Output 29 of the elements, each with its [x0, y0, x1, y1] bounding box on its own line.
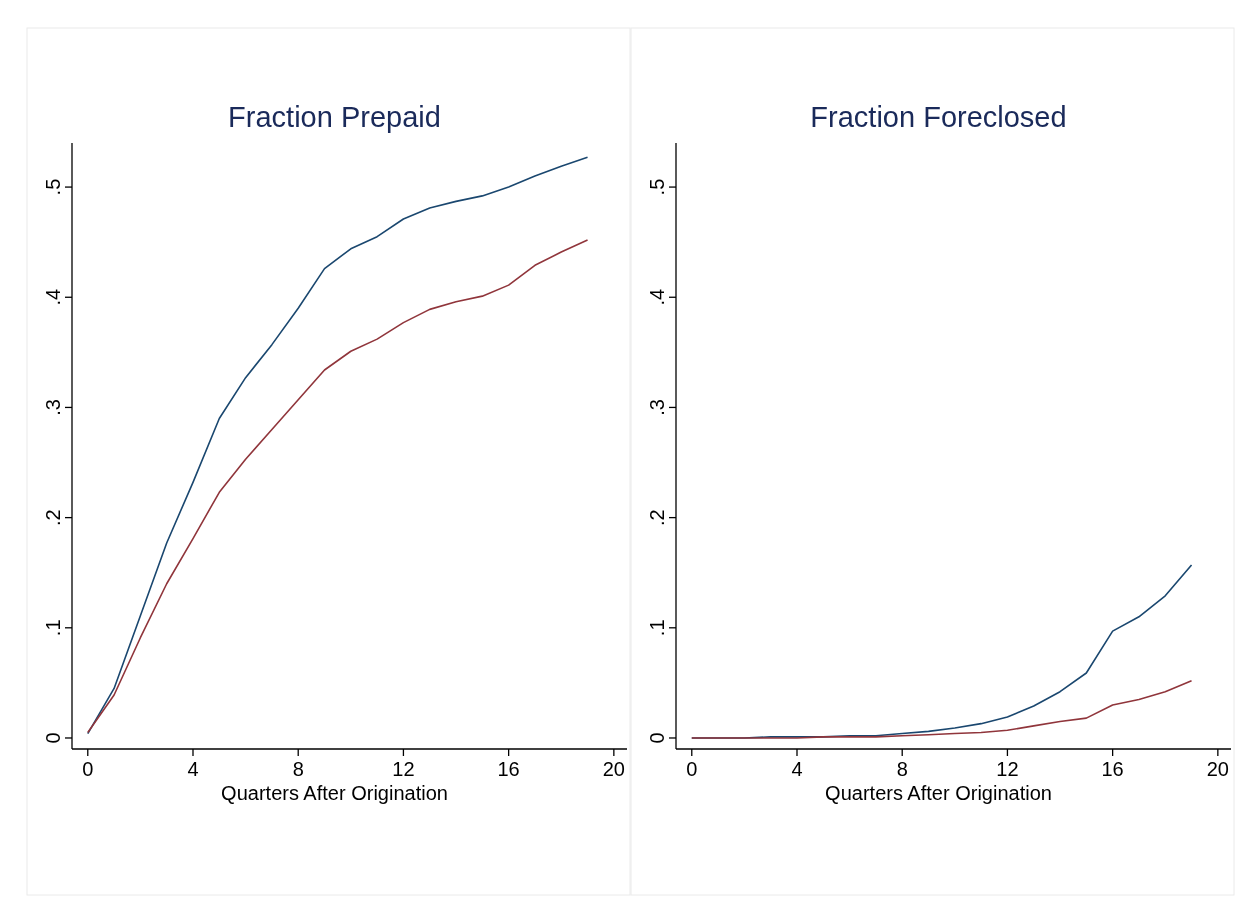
x-tick-label: 0 [82, 758, 94, 780]
y-tick-label: .5 [42, 178, 64, 196]
x-tick-label: 8 [292, 758, 304, 780]
y-tick-label: .2 [42, 509, 64, 526]
x-tick-label: 4 [791, 758, 803, 780]
x-tick-label: 20 [602, 758, 625, 780]
y-tick-label: .3 [42, 399, 64, 416]
chart-title: Fraction Prepaid [228, 101, 441, 133]
y-tick-label: .5 [646, 178, 668, 196]
x-tick-label: 16 [1101, 758, 1124, 780]
x-tick-label: 20 [1206, 758, 1229, 780]
y-tick-label: .1 [646, 619, 668, 637]
line-series [690, 679, 1193, 739]
x-tick-label: 12 [392, 758, 415, 780]
y-tick-label: .4 [42, 288, 64, 306]
y-tick-label: 0 [42, 732, 64, 744]
x-tick-label: 12 [996, 758, 1019, 780]
y-tick-label: 0 [646, 732, 668, 744]
y-tick-label: .3 [646, 399, 668, 416]
y-tick-label: .4 [646, 288, 668, 306]
x-tick-label: 0 [686, 758, 698, 780]
x-axis-title: Quarters After Origination [825, 782, 1052, 804]
y-tick-label: .1 [42, 619, 64, 637]
x-axis-title: Quarters After Origination [221, 782, 448, 804]
y-tick-label: .2 [646, 509, 668, 526]
x-tick-label: 4 [187, 758, 199, 780]
chart-title: Fraction Foreclosed [810, 101, 1067, 133]
x-tick-label: 8 [896, 758, 908, 780]
x-tick-label: 16 [497, 758, 520, 780]
